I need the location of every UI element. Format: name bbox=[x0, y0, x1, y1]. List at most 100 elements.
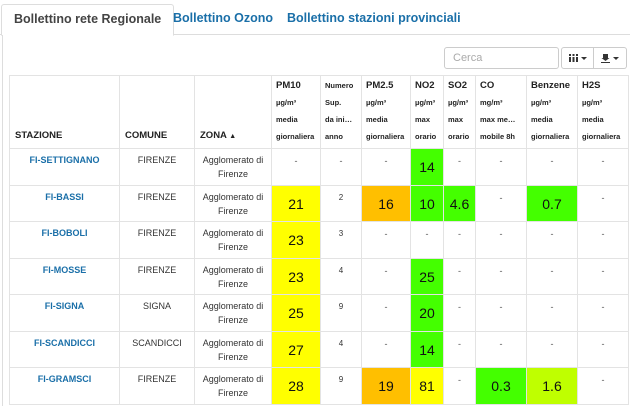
so2-cell: - bbox=[443, 221, 476, 259]
tab-bollettino-stazioni-provinciali[interactable]: Bollettino stazioni provinciali bbox=[287, 11, 461, 25]
header-numero-name: Numero bbox=[325, 81, 354, 90]
zona-line2: Firenze bbox=[217, 169, 248, 179]
header-so2-desc2: orario bbox=[448, 132, 470, 141]
tab-bollettino-ozono[interactable]: Bollettino Ozono bbox=[173, 11, 273, 25]
comune-cell: FIRENZE bbox=[119, 367, 195, 405]
station-link[interactable]: FI-GRAMSCI bbox=[9, 367, 120, 405]
header-no2-desc2: orario bbox=[415, 132, 437, 141]
pm25-cell: - bbox=[361, 221, 411, 259]
header-pm25[interactable]: PM2.5 µg/m³ media giornaliera bbox=[361, 75, 411, 149]
so2-cell: - bbox=[443, 367, 476, 405]
h2s-cell: - bbox=[577, 184, 629, 222]
h2s-cell: - bbox=[577, 148, 629, 186]
header-co-desc2: mobile 8h bbox=[480, 132, 516, 141]
tab-bollettino-rete-regionale[interactable]: Bollettino rete Regionale bbox=[1, 4, 175, 36]
comune-cell: FIRENZE bbox=[119, 184, 195, 222]
comune-cell: SIGNA bbox=[119, 294, 195, 332]
benzene-cell: - bbox=[526, 257, 578, 295]
export-icon bbox=[601, 53, 610, 63]
station-link[interactable]: FI-BOBOLI bbox=[9, 221, 120, 259]
zona-cell: Agglomerato di Firenze bbox=[194, 148, 272, 186]
pm25-cell: - bbox=[361, 330, 411, 368]
zona-line2: Firenze bbox=[217, 205, 248, 216]
zona-cell: Agglomerato di Firenze bbox=[194, 367, 272, 405]
header-co-name: CO bbox=[480, 80, 495, 91]
station-link[interactable]: FI-MOSSE bbox=[9, 257, 120, 295]
zona-line1: Agglomerato di bbox=[202, 301, 264, 311]
header-h2s[interactable]: H2S µg/m³ media giornaliera bbox=[577, 75, 629, 149]
zona-cell: Agglomerato di Firenze bbox=[194, 330, 272, 368]
header-numero-desc1: da ini… bbox=[325, 115, 353, 124]
table-row: FI-SCANDICCI SCANDICCI Agglomerato di Fir… bbox=[9, 330, 629, 368]
header-no2[interactable]: NO2 µg/m³ max orario bbox=[410, 75, 444, 149]
zona-line1: Agglomerato di bbox=[202, 228, 264, 238]
h2s-cell: - bbox=[577, 330, 629, 368]
pm10-cell: 25 bbox=[271, 294, 321, 332]
header-comune[interactable]: COMUNE bbox=[119, 75, 195, 149]
pm25-cell: 19 bbox=[361, 367, 411, 405]
pm25-cell: - bbox=[361, 257, 411, 295]
comune-cell: FIRENZE bbox=[119, 257, 195, 295]
station-link[interactable]: FI-SETTIGNANO bbox=[9, 148, 120, 186]
header-so2-desc1: max bbox=[448, 115, 464, 124]
h2s-cell: - bbox=[577, 367, 629, 405]
header-stazione[interactable]: STAZIONE bbox=[9, 75, 120, 149]
co-cell: - bbox=[475, 221, 527, 259]
zona-cell: Agglomerato di Firenze bbox=[194, 294, 272, 332]
header-pm10-desc1: media bbox=[276, 115, 298, 124]
zona-line2: Firenze bbox=[217, 242, 248, 252]
comune-cell: FIRENZE bbox=[119, 221, 195, 259]
so2-cell: 4.6 bbox=[443, 184, 476, 222]
sort-asc-icon: ▲ bbox=[229, 133, 237, 140]
benzene-cell: 0.7 bbox=[526, 184, 578, 222]
numero-cell: 4 bbox=[320, 257, 362, 295]
station-link[interactable]: FI-BASSI bbox=[9, 184, 120, 222]
toolbar-button-group bbox=[561, 47, 627, 69]
no2-cell: 20 bbox=[410, 294, 444, 332]
station-link[interactable]: FI-SIGNA bbox=[9, 294, 120, 332]
header-benzene-unit: µg/m³ bbox=[531, 98, 552, 107]
zona-line2: Firenze bbox=[217, 315, 248, 325]
numero-cell: 9 bbox=[320, 294, 362, 332]
benzene-cell: - bbox=[526, 221, 578, 259]
export-button[interactable] bbox=[594, 47, 627, 69]
header-co-unit: mg/m³ bbox=[480, 98, 503, 107]
header-so2[interactable]: SO2 µg/m³ max orario bbox=[443, 75, 476, 149]
header-benzene-name: Benzene bbox=[531, 80, 571, 91]
zona-line1: Agglomerato di bbox=[202, 191, 264, 202]
zona-line1: Agglomerato di bbox=[202, 374, 264, 384]
station-link[interactable]: FI-SCANDICCI bbox=[9, 330, 120, 368]
table-row: FI-BOBOLI FIRENZE Agglomerato di Firenze … bbox=[9, 221, 629, 259]
zona-line1: Agglomerato di bbox=[202, 155, 264, 165]
columns-button[interactable] bbox=[561, 47, 594, 69]
so2-cell: - bbox=[443, 257, 476, 295]
pm10-cell: 23 bbox=[271, 257, 321, 295]
no2-cell: 81 bbox=[410, 367, 444, 405]
header-numero[interactable]: Numero Sup. da ini… anno bbox=[320, 75, 362, 149]
co-cell: - bbox=[475, 330, 527, 368]
numero-cell: 2 bbox=[320, 184, 362, 222]
header-pm10-name: PM10 bbox=[276, 80, 301, 91]
numero-cell: 9 bbox=[320, 367, 362, 405]
header-pm10[interactable]: PM10 µg/m³ media giornaliera bbox=[271, 75, 321, 149]
air-quality-table: STAZIONE COMUNE ZONA ▲ PM10 µg/m³ media … bbox=[9, 75, 629, 405]
header-pm10-desc2: giornaliera bbox=[276, 132, 315, 141]
numero-cell: 3 bbox=[320, 221, 362, 259]
search-input[interactable] bbox=[444, 47, 559, 69]
zona-line1: Agglomerato di bbox=[202, 264, 264, 275]
zona-line2: Firenze bbox=[217, 351, 248, 362]
header-benzene[interactable]: Benzene µg/m³ media giornaliera bbox=[526, 75, 578, 149]
header-zona[interactable]: ZONA ▲ bbox=[194, 75, 272, 149]
header-h2s-desc2: giornaliera bbox=[582, 132, 621, 141]
header-co[interactable]: CO mg/m³ max me… mobile 8h bbox=[475, 75, 527, 149]
header-pm25-desc2: giornaliera bbox=[366, 132, 405, 141]
table-row: FI-SETTIGNANO FIRENZE Agglomerato di Fire… bbox=[9, 148, 629, 186]
h2s-cell: - bbox=[577, 294, 629, 332]
so2-cell: - bbox=[443, 148, 476, 186]
zona-cell: Agglomerato di Firenze bbox=[194, 257, 272, 295]
numero-cell: - bbox=[320, 148, 362, 186]
no2-cell: - bbox=[410, 221, 444, 259]
header-pm25-name: PM2.5 bbox=[366, 80, 394, 91]
no2-cell: 25 bbox=[410, 257, 444, 295]
comune-cell: FIRENZE bbox=[119, 148, 195, 186]
